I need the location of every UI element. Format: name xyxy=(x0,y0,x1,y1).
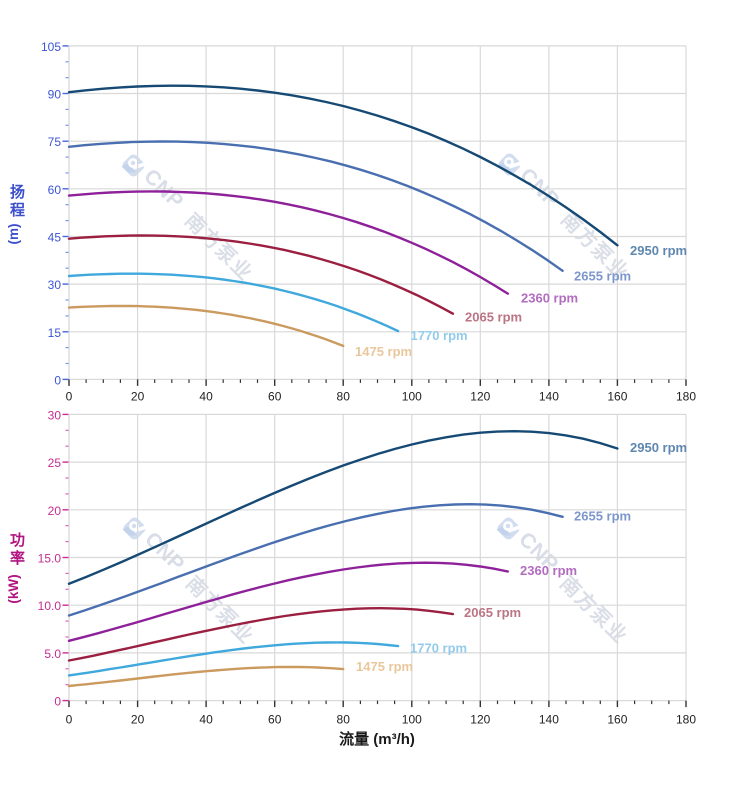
svg-text:100: 100 xyxy=(402,390,422,404)
svg-text:1475 rpm: 1475 rpm xyxy=(355,344,412,359)
svg-text:(kW): (kW) xyxy=(6,574,21,603)
svg-text:40: 40 xyxy=(199,713,213,727)
svg-text:0: 0 xyxy=(66,390,73,404)
svg-text:140: 140 xyxy=(539,390,559,404)
svg-text:60: 60 xyxy=(268,713,282,727)
svg-text:扬: 扬 xyxy=(10,183,25,201)
svg-text:80: 80 xyxy=(337,713,351,727)
svg-text:0: 0 xyxy=(66,713,73,727)
svg-text:2065 rpm: 2065 rpm xyxy=(464,605,521,620)
svg-text:流量 (m³/h): 流量 (m³/h) xyxy=(339,730,415,748)
svg-text:15: 15 xyxy=(48,326,62,340)
svg-text:程: 程 xyxy=(10,202,25,219)
svg-text:30: 30 xyxy=(48,278,62,292)
svg-text:(m): (m) xyxy=(6,224,21,245)
svg-text:20: 20 xyxy=(131,713,145,727)
svg-text:45: 45 xyxy=(48,231,62,245)
svg-text:25: 25 xyxy=(48,456,62,470)
svg-text:1770 rpm: 1770 rpm xyxy=(411,328,468,343)
svg-text:20: 20 xyxy=(131,390,145,404)
svg-text:2950 rpm: 2950 rpm xyxy=(630,440,687,455)
svg-text:180: 180 xyxy=(676,713,696,727)
svg-text:80: 80 xyxy=(337,390,351,404)
svg-text:20: 20 xyxy=(48,504,62,518)
svg-text:0: 0 xyxy=(54,373,61,387)
svg-text:5.0: 5.0 xyxy=(44,647,61,661)
svg-text:100: 100 xyxy=(402,713,422,727)
svg-text:140: 140 xyxy=(539,713,559,727)
svg-text:90: 90 xyxy=(48,88,62,102)
svg-text:功: 功 xyxy=(10,532,25,549)
svg-text:105: 105 xyxy=(41,40,61,54)
svg-text:75: 75 xyxy=(48,135,62,149)
svg-text:60: 60 xyxy=(48,183,62,197)
svg-text:2360 rpm: 2360 rpm xyxy=(520,563,577,578)
svg-text:120: 120 xyxy=(470,390,490,404)
svg-text:180: 180 xyxy=(676,390,696,404)
svg-text:1475 rpm: 1475 rpm xyxy=(356,659,413,674)
svg-text:30: 30 xyxy=(48,408,62,422)
svg-text:1770 rpm: 1770 rpm xyxy=(410,641,467,656)
svg-text:60: 60 xyxy=(268,390,282,404)
svg-text:15.0: 15.0 xyxy=(38,552,62,566)
svg-text:120: 120 xyxy=(470,713,490,727)
svg-text:2065 rpm: 2065 rpm xyxy=(465,310,522,325)
svg-text:率: 率 xyxy=(10,549,25,567)
svg-text:10.0: 10.0 xyxy=(38,599,62,613)
svg-text:40: 40 xyxy=(199,390,213,404)
svg-text:2655 rpm: 2655 rpm xyxy=(574,269,631,284)
svg-text:2360 rpm: 2360 rpm xyxy=(521,291,578,306)
svg-text:2655 rpm: 2655 rpm xyxy=(574,509,631,524)
svg-text:160: 160 xyxy=(607,390,627,404)
svg-text:160: 160 xyxy=(607,713,627,727)
svg-text:2950 rpm: 2950 rpm xyxy=(630,243,687,258)
svg-text:0: 0 xyxy=(54,695,61,709)
